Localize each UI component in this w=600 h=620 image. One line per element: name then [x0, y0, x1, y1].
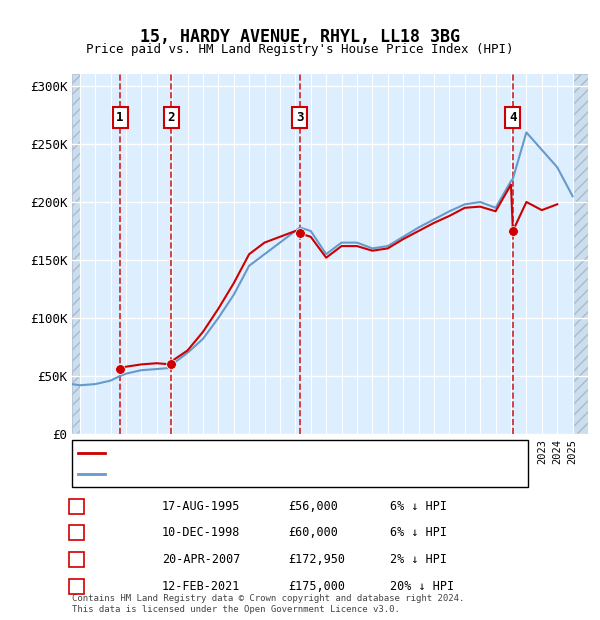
Text: 3: 3: [73, 554, 80, 565]
Text: £175,000: £175,000: [288, 580, 345, 593]
Text: Contains HM Land Registry data © Crown copyright and database right 2024.
This d: Contains HM Land Registry data © Crown c…: [72, 595, 464, 614]
Text: 10-DEC-1998: 10-DEC-1998: [162, 526, 241, 539]
Text: HPI: Average price, detached house, Denbighshire: HPI: Average price, detached house, Denb…: [111, 469, 435, 479]
Text: 2: 2: [73, 528, 80, 538]
Text: 4: 4: [509, 111, 517, 124]
Text: £172,950: £172,950: [288, 553, 345, 566]
Text: £56,000: £56,000: [288, 500, 338, 513]
Text: 17-AUG-1995: 17-AUG-1995: [162, 500, 241, 513]
Text: 6% ↓ HPI: 6% ↓ HPI: [390, 500, 447, 513]
Text: 20% ↓ HPI: 20% ↓ HPI: [390, 580, 454, 593]
Bar: [72, 74, 80, 434]
Bar: [572, 74, 588, 434]
Text: 1: 1: [73, 501, 80, 512]
Text: 2: 2: [167, 111, 175, 124]
Text: £60,000: £60,000: [288, 526, 338, 539]
Text: 15, HARDY AVENUE, RHYL, LL18 3BG (detached house): 15, HARDY AVENUE, RHYL, LL18 3BG (detach…: [111, 448, 442, 458]
Bar: [572, 74, 588, 434]
Bar: [72, 74, 80, 434]
Text: 4: 4: [73, 581, 80, 591]
Text: 20-APR-2007: 20-APR-2007: [162, 553, 241, 566]
Text: 15, HARDY AVENUE, RHYL, LL18 3BG: 15, HARDY AVENUE, RHYL, LL18 3BG: [140, 28, 460, 46]
Text: 6% ↓ HPI: 6% ↓ HPI: [390, 526, 447, 539]
Text: 2% ↓ HPI: 2% ↓ HPI: [390, 553, 447, 566]
Text: 3: 3: [296, 111, 304, 124]
Text: 1: 1: [116, 111, 124, 124]
Text: Price paid vs. HM Land Registry's House Price Index (HPI): Price paid vs. HM Land Registry's House …: [86, 43, 514, 56]
Text: 12-FEB-2021: 12-FEB-2021: [162, 580, 241, 593]
